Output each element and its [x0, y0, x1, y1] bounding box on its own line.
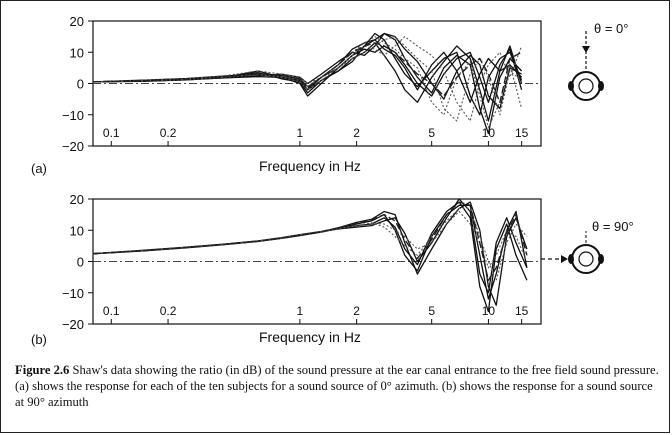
- x-tick-label-a: 15: [515, 126, 529, 140]
- source-arrow-icon-a: [582, 46, 590, 53]
- right-ear-icon-b: [598, 254, 604, 264]
- y-tick-label-a: 10: [70, 45, 84, 60]
- y-tick-label-b: −20: [62, 317, 84, 332]
- series-line-b-2: [92, 204, 528, 300]
- x-tick-label-b: 0.1: [103, 304, 120, 318]
- right-ear-icon-a: [598, 81, 604, 91]
- x-tick-label-a: 0.1: [103, 126, 120, 140]
- x-tick-label-b: 15: [515, 304, 529, 318]
- source-arrow-icon-b: [561, 255, 568, 263]
- source-angle-label-a: θ = 0°: [594, 21, 628, 36]
- head-inner-icon-a: [578, 78, 594, 94]
- caption-text: Shaw's data showing the ratio (in dB) of…: [15, 363, 659, 409]
- x-tick-label-a: 1: [297, 126, 304, 140]
- series-line-a-8: [92, 36, 522, 122]
- y-tick-label-a: 20: [70, 14, 84, 29]
- y-tick-label-a: −20: [62, 139, 84, 154]
- series-line-b-3: [92, 198, 528, 294]
- x-tick-label-b: 1: [297, 304, 304, 318]
- y-tick-label-b: 0: [77, 255, 84, 270]
- figure-caption: Figure 2.6 Shaw's data showing the ratio…: [15, 362, 663, 410]
- source-angle-label-b: θ = 90°: [592, 219, 634, 234]
- x-axis-label-b: Frequency in Hz: [259, 329, 361, 345]
- series-line-b-6: [92, 207, 528, 281]
- left-ear-icon-b: [568, 254, 574, 264]
- left-ear-icon-a: [568, 81, 574, 91]
- series-line-a-7: [92, 36, 523, 128]
- x-tick-label-a: 2: [353, 126, 360, 140]
- series-line-a-9: [92, 36, 523, 122]
- caption-label: Figure 2.6: [15, 363, 70, 377]
- x-tick-label-b: 5: [428, 304, 435, 318]
- head-icon-a: [571, 71, 601, 101]
- y-tick-label-a: 0: [77, 77, 84, 92]
- x-tick-label-a: 5: [428, 126, 435, 140]
- series-line-b-1: [92, 201, 528, 313]
- y-tick-label-a: −10: [62, 108, 84, 123]
- x-tick-label-b: 2: [353, 304, 360, 318]
- y-tick-label-b: 20: [70, 192, 84, 207]
- series-line-a-6: [92, 32, 522, 110]
- series-line-b-5: [92, 210, 528, 269]
- y-tick-label-b: 10: [70, 223, 84, 238]
- series-line-a-10: [92, 42, 522, 103]
- x-axis-label-a: Frequency in Hz: [259, 158, 361, 174]
- panel-label-b: (b): [31, 332, 47, 347]
- panel-label-a: (a): [31, 161, 47, 176]
- head-inner-icon-b: [578, 251, 594, 267]
- x-tick-label-a: 0.2: [160, 126, 177, 140]
- series-line-b-7: [92, 201, 528, 281]
- head-icon-b: [571, 244, 601, 274]
- y-tick-label-b: −10: [62, 286, 84, 301]
- x-tick-label-b: 0.2: [160, 304, 177, 318]
- series-line-b-4: [92, 201, 528, 306]
